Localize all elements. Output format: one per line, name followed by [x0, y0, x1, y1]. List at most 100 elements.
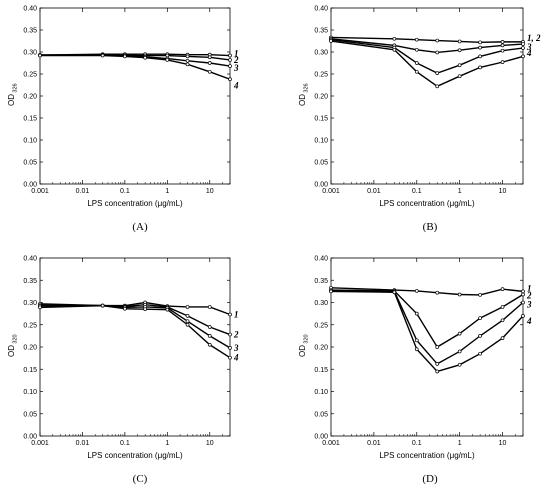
y-tick-label: 0.40	[23, 256, 37, 263]
series-line	[40, 54, 231, 80]
data-point	[500, 48, 505, 53]
y-tick-label: 0.05	[314, 160, 328, 167]
y-tick-label: 0.30	[23, 50, 37, 57]
data-point	[329, 289, 333, 294]
data-point	[478, 293, 482, 297]
series-2: 3	[329, 289, 532, 366]
series-line	[330, 287, 524, 296]
series-line	[330, 40, 524, 88]
series-label: 1	[234, 49, 239, 59]
data-point	[414, 311, 419, 316]
x-tick-label: 0.01	[76, 188, 90, 195]
data-point	[435, 71, 440, 75]
data-point	[414, 47, 419, 52]
series-label: 3	[233, 343, 239, 353]
x-tick-label: 0.1	[120, 188, 130, 195]
series-label: 2	[233, 55, 239, 65]
panel-label: (D)	[422, 473, 438, 485]
data-point	[478, 40, 482, 45]
panel-2: 0.00 0.05 0.10 0.15 0.20 0.25 0.30 0.35 0.40 0.00…	[7, 256, 239, 486]
series-0: 1, 2	[329, 33, 541, 45]
data-point	[185, 322, 190, 327]
data-point	[123, 54, 127, 59]
data-point	[207, 325, 212, 329]
y-axis-label: OD 326	[298, 83, 310, 106]
series-3	[329, 39, 525, 89]
data-point	[521, 292, 525, 297]
plot-frame	[39, 7, 231, 185]
data-point	[478, 316, 482, 320]
x-tick-label: 0.1	[412, 440, 422, 447]
x-tick-label: 0.01	[367, 188, 381, 195]
data-point	[414, 338, 419, 343]
y-tick-label: 0.00	[23, 434, 37, 441]
data-point	[228, 332, 232, 337]
data-point	[185, 58, 190, 63]
series-line	[39, 304, 231, 359]
data-point	[521, 289, 525, 294]
data-point	[207, 305, 212, 309]
y-tick-label: 0.00	[23, 182, 37, 189]
x-tick-label: 1	[458, 440, 462, 447]
x-tick-label: 1	[165, 188, 169, 195]
x-tick-label: 0.01	[76, 440, 90, 447]
y-tick-label: 0.15	[23, 116, 37, 123]
y-tick-label: 0.20	[314, 94, 328, 101]
data-point	[435, 345, 440, 349]
data-point	[457, 74, 462, 79]
data-point	[329, 39, 333, 43]
y-tick-label: 0.00	[314, 434, 328, 441]
data-point	[478, 45, 482, 50]
data-point	[500, 305, 505, 309]
series-label: 2	[526, 290, 532, 300]
y-tick-label: 0.25	[314, 322, 328, 329]
panel-label: (A)	[132, 221, 148, 233]
data-point	[123, 306, 127, 311]
series-1: 3	[329, 36, 532, 55]
data-point	[521, 300, 525, 305]
y-tick-label: 0.20	[23, 94, 37, 101]
x-axis-label: LPS concentration (μg/mL)	[87, 451, 183, 460]
data-point	[185, 319, 190, 324]
x-tick-label: 1	[458, 188, 462, 195]
y-tick-label: 0.05	[314, 411, 328, 418]
y-tick-label: 0.20	[314, 345, 328, 352]
x-tick-label: 0.01	[367, 440, 381, 447]
y-axis-label-base: OD	[298, 345, 307, 357]
data-point	[500, 336, 505, 340]
data-point	[414, 289, 419, 293]
data-point	[414, 61, 419, 65]
y-tick-label: 0.10	[23, 389, 37, 396]
x-tick-label: 10	[499, 440, 507, 447]
y-tick-label: 0.25	[23, 322, 37, 329]
x-tick-label: 10	[206, 440, 214, 447]
data-point	[143, 307, 147, 312]
series-line	[39, 304, 231, 349]
y-tick-label: 0.00	[314, 182, 328, 189]
y-axis-label: OD 326	[7, 83, 19, 106]
data-point	[435, 84, 440, 89]
y-tick-label: 0.15	[314, 367, 328, 374]
y-tick-label: 0.40	[23, 6, 37, 13]
data-point	[457, 362, 462, 367]
x-tick-label: 0.001	[322, 188, 340, 195]
data-point	[165, 307, 170, 312]
y-axis-label-base: OD	[7, 345, 16, 357]
data-point	[228, 58, 232, 62]
series-line	[330, 290, 524, 373]
x-tick-label: 0.001	[322, 440, 340, 447]
data-point	[500, 60, 505, 64]
data-point	[521, 46, 525, 50]
series-label: 1	[234, 310, 239, 320]
data-point	[185, 54, 190, 59]
y-axis-label: OD 320	[298, 334, 310, 357]
data-point	[457, 331, 462, 336]
data-point	[228, 53, 232, 58]
data-point	[435, 369, 440, 374]
data-point	[414, 37, 419, 42]
data-point	[414, 69, 419, 74]
data-point	[500, 287, 505, 291]
x-tick-label: 0.1	[120, 440, 130, 447]
data-point	[207, 55, 212, 60]
data-point	[38, 53, 42, 58]
